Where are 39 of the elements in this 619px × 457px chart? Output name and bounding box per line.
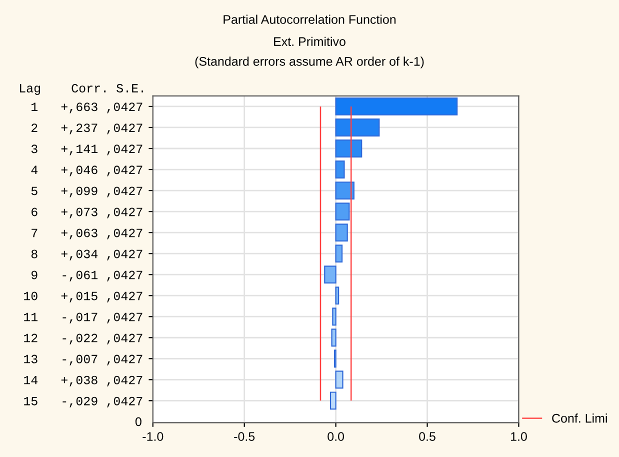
bar xyxy=(332,308,336,326)
x-tick-label: 0.0 xyxy=(328,432,344,441)
bar xyxy=(335,118,380,136)
bar xyxy=(335,140,362,158)
bar xyxy=(335,160,345,178)
bar xyxy=(335,244,343,263)
y-tick-label: 6 +,073 ,0427 xyxy=(32,208,142,218)
x-tick-label: 0.5 xyxy=(419,432,436,441)
y-tick-label: 12 -,022 ,0427 xyxy=(24,334,142,344)
bar xyxy=(335,98,458,116)
bar xyxy=(335,224,348,242)
bar xyxy=(331,328,336,347)
y-axis-title: Lag Corr. S.E. xyxy=(20,84,144,95)
legend-label: Conf. Limi xyxy=(552,414,607,423)
y-tick-label: 2 +,237 ,0427 xyxy=(32,124,142,134)
y-tick-label: 10 +,015 ,0427 xyxy=(24,292,142,302)
chart-subtitle: Ext. Primitivo (Standard errors assume AR order of k-1) xyxy=(195,36,424,68)
bar xyxy=(335,370,344,389)
text: 0 xyxy=(135,417,142,426)
y-tick-label: 9 -,061 ,0427 xyxy=(32,270,142,282)
y-tick-label: 11 -,017 ,0427 xyxy=(24,312,142,324)
chart-title: Partial Autocorrelation Function xyxy=(224,14,396,24)
bar xyxy=(330,392,336,410)
bar xyxy=(335,202,350,221)
y-tick-label: 1 +,663 ,0427 xyxy=(32,102,142,114)
bar xyxy=(335,286,340,305)
bar xyxy=(335,182,354,200)
x-tick-label: -1.0 xyxy=(142,432,164,441)
bar xyxy=(324,266,336,284)
y-tick-label: 15 -,029 ,0427 xyxy=(24,396,142,408)
y-tick-label: 3 +,141 ,0427 xyxy=(31,144,142,156)
x-tick-label: -0.5 xyxy=(234,432,255,441)
y-tick-label: 14 +,038 ,0427 xyxy=(24,376,142,386)
y-tick-label: 13 -,007 ,0427 xyxy=(24,354,142,366)
y-tick-label: 5 +,099 ,0427 xyxy=(31,186,142,198)
y-tick-label: 7 +,063 ,0427 xyxy=(32,228,142,240)
x-tick-label: 1.0 xyxy=(510,432,527,441)
y-tick-label: 8 +,034 ,0427 xyxy=(31,250,142,260)
y-tick-label: 4 +,046 ,0427 xyxy=(31,166,142,176)
